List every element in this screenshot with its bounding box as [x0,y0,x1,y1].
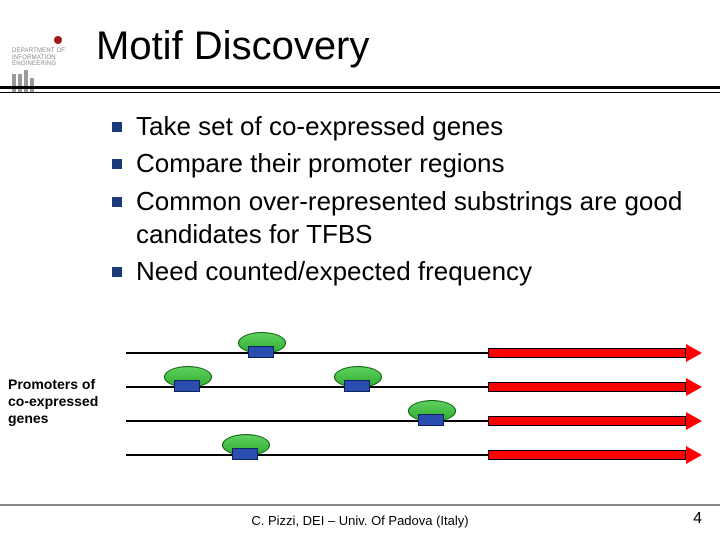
gene-arrowhead-icon [686,378,702,396]
bullet-item: Need counted/expected frequency [112,255,700,288]
logo-dot-icon [54,36,62,44]
dept-logo: DEPARTMENT OF INFORMATION ENGINEERING [12,36,65,92]
page-number: 4 [693,510,702,528]
bullet-list: Take set of co-expressed genes Compare t… [112,110,700,288]
title-rule-thick [0,86,720,89]
gene-arrowhead-icon [686,412,702,430]
promoter-diagram: Promoters of co-expressed genes [8,346,712,496]
logo-line3: ENGINEERING [12,61,65,68]
body: Take set of co-expressed genes Compare t… [112,110,700,292]
tfbs-box-icon [418,414,444,426]
bullet-item: Take set of co-expressed genes [112,110,700,143]
header: DEPARTMENT OF INFORMATION ENGINEERING Mo… [0,0,720,95]
slide-title: Motif Discovery [96,24,369,69]
gene-arrow-icon [488,416,686,426]
gene-arrow-icon [488,348,686,358]
logo-line1: DEPARTMENT OF [12,48,65,55]
bullet-item: Common over-represented substrings are g… [112,185,700,252]
slide: DEPARTMENT OF INFORMATION ENGINEERING Mo… [0,0,720,540]
tfbs-box-icon [174,380,200,392]
title-rule-thin [0,92,720,93]
gene-arrow-icon [488,382,686,392]
logo-line2: INFORMATION [12,55,65,62]
tfbs-box-icon [344,380,370,392]
footer-rule [0,504,720,506]
footer-text: C. Pizzi, DEI – Univ. Of Padova (Italy) [0,513,720,528]
tfbs-box-icon [232,448,258,460]
tfbs-box-icon [248,346,274,358]
diagram-label: Promoters of co-expressed genes [8,376,116,426]
gene-arrowhead-icon [686,446,702,464]
gene-arrowhead-icon [686,344,702,362]
gene-arrow-icon [488,450,686,460]
bullet-item: Compare their promoter regions [112,147,700,180]
